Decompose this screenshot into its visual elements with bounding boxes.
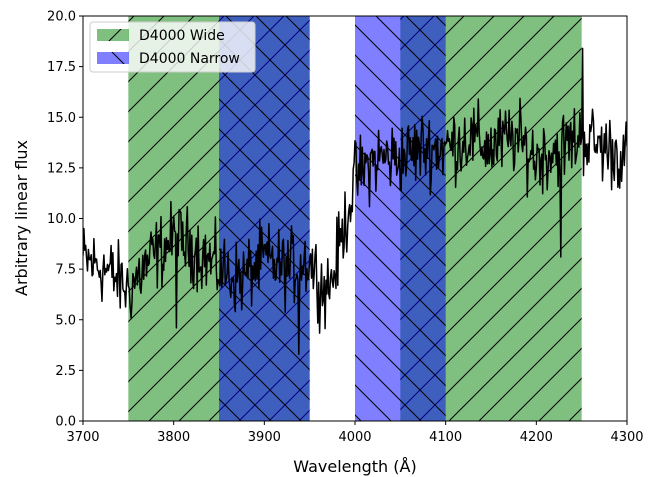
y-tick-label: 0.0	[55, 415, 76, 430]
legend-box	[89, 21, 256, 73]
legend-swatch-wide-hatch	[97, 29, 129, 41]
y-tick-label: 20.0	[47, 10, 76, 25]
y-tick-label: 12.5	[47, 161, 76, 176]
y-axis: 0.0 2.5 5.0 7.5 10.0 12.5 15.0 17.5 20.0	[47, 10, 83, 430]
x-tick-label: 3900	[248, 430, 281, 445]
x-tick-label: 4300	[610, 430, 643, 445]
spectrum-line	[83, 47, 627, 355]
x-tick-label: 4100	[429, 430, 462, 445]
x-tick-label: 4000	[338, 430, 371, 445]
x-tick-label: 4200	[520, 430, 553, 445]
y-axis-label: Arbitrary linear flux	[12, 140, 31, 296]
legend-item-wide: D4000 Wide	[97, 28, 225, 44]
legend-label-narrow: D4000 Narrow	[139, 51, 240, 67]
y-tick-label: 17.5	[47, 60, 76, 75]
x-tick-label: 3800	[157, 430, 190, 445]
legend-item-narrow: D4000 Narrow	[97, 51, 240, 67]
legend-swatch-narrow-hatch	[97, 52, 129, 64]
y-tick-label: 10.0	[47, 212, 76, 227]
band-hatch-1-1	[355, 16, 446, 421]
y-tick-label: 2.5	[55, 364, 76, 379]
legend-label-wide: D4000 Wide	[139, 28, 225, 44]
x-axis-label: Wavelength (Å)	[293, 457, 416, 476]
band-hatch-1-0	[219, 16, 310, 421]
x-tick-label: 3700	[66, 430, 99, 445]
x-axis: 3700 3800 3900 4000 4100 4200 4300	[66, 421, 644, 445]
y-tick-label: 5.0	[55, 313, 76, 328]
y-tick-label: 7.5	[55, 263, 76, 278]
y-tick-label: 15.0	[47, 111, 76, 126]
legend: D4000 Wide D4000 Narrow	[89, 21, 256, 73]
band-layer	[128, 16, 582, 421]
line-layer	[83, 47, 627, 355]
